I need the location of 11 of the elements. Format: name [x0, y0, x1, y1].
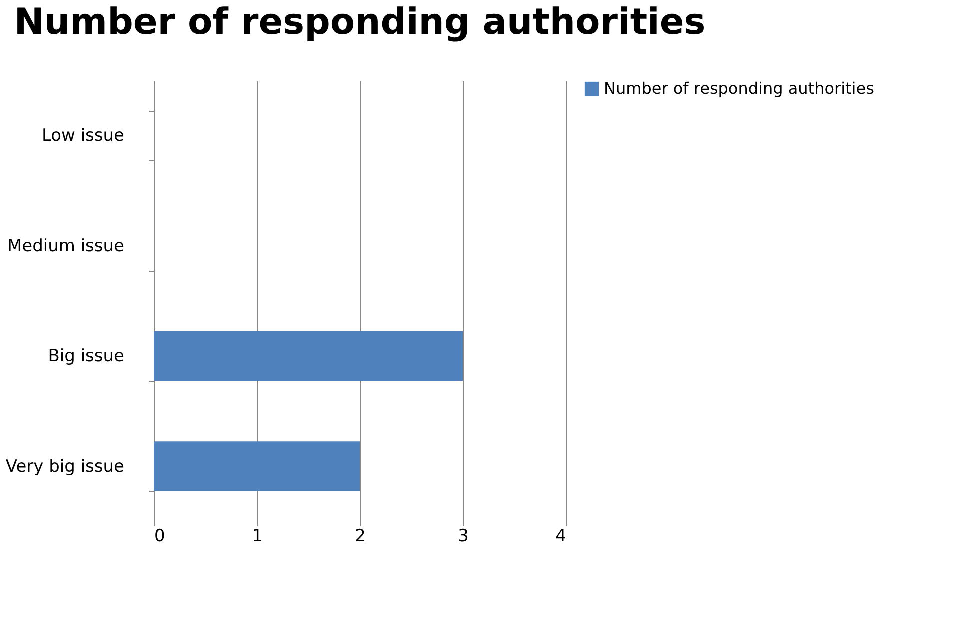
- y-tick-label: Big issue: [48, 346, 124, 367]
- x-tick-label: 2: [355, 526, 366, 546]
- x-tick-label: 4: [556, 526, 566, 546]
- y-tick-label: Very big issue: [6, 456, 124, 477]
- y-tick-label: Low issue: [42, 126, 124, 146]
- x-tick-label: 0: [154, 526, 166, 546]
- x-tick-label: 1: [252, 526, 263, 546]
- legend-label: Number of responding authorities: [604, 79, 874, 98]
- x-tick-label: 3: [458, 526, 469, 546]
- chart-title: Number of responding authorities: [14, 2, 706, 43]
- y-tick-label: Medium issue: [7, 236, 124, 256]
